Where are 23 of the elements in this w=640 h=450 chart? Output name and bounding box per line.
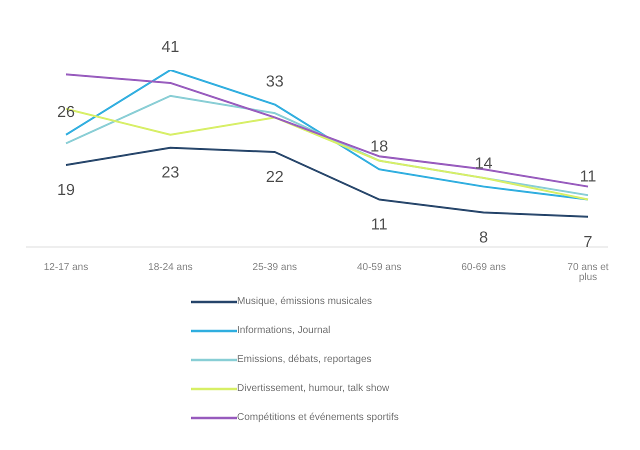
data-label: 18 (370, 138, 388, 156)
x-tick-label: 70 ans et plus (567, 262, 609, 284)
legend-label: Musique, émissions musicales (237, 296, 372, 307)
data-label: 19 (57, 182, 75, 199)
data-label: 22 (266, 169, 284, 186)
x-tick-label: 12-17 ans (44, 262, 88, 274)
data-label: 26 (57, 104, 75, 121)
data-label: 33 (266, 74, 284, 91)
legend-label: Emissions, débats, reportages (237, 354, 372, 365)
data-label: 7 (584, 234, 593, 251)
x-tick-label: 40-59 ans (356, 262, 402, 274)
legend-label: Compétitions et événements sportifs (237, 412, 399, 423)
data-label: 23 (162, 164, 180, 182)
x-tick-label: 60-69 ans (461, 262, 506, 274)
legend-label: Divertissement, humour, talk show (237, 383, 390, 394)
data-label: 41 (162, 39, 180, 56)
data-label: 11 (580, 168, 596, 186)
data-label: 11 (370, 216, 388, 234)
data-label: 14 (474, 156, 493, 173)
x-tick-label: 18-24 ans (148, 262, 193, 274)
data-label: 8 (479, 229, 488, 246)
x-tick-label: 25-39 ans (252, 262, 298, 274)
legend-label: Informations, Journal (237, 325, 330, 336)
